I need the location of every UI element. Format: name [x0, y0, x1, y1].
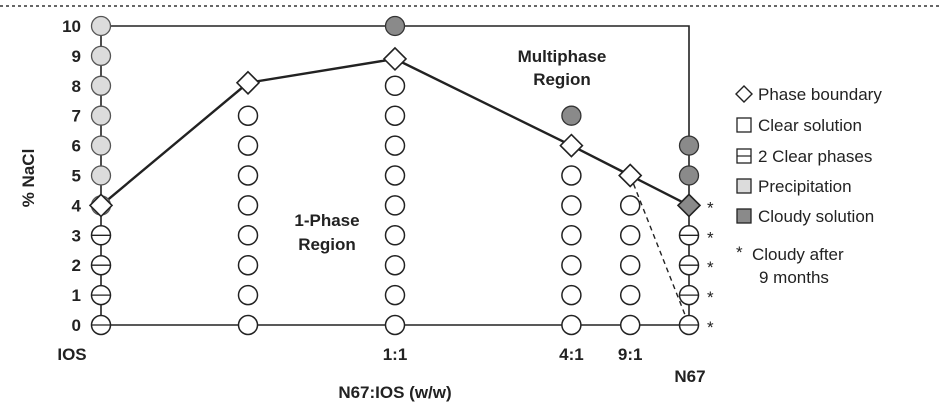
clear-solution-point — [237, 225, 259, 246]
phase-boundary-line — [100, 57, 690, 207]
cloudy-after-9-months-marker: * — [707, 258, 714, 277]
y-tick-label: 3 — [72, 226, 81, 245]
clear-solution-point — [384, 75, 406, 97]
clear-solution-point — [561, 314, 582, 336]
x-axis-label: N67:IOS (w/w) — [338, 383, 451, 402]
x-tick-label: 4:1 — [559, 345, 584, 364]
precipitation-point — [90, 165, 112, 186]
phase-boundary-point — [382, 46, 408, 72]
legend-diamond-icon — [735, 85, 753, 103]
y-tick-label: 1 — [72, 286, 81, 305]
phase-boundary-point — [676, 193, 702, 218]
legend-label: Phase boundary — [758, 85, 882, 104]
legend-label: Precipitation — [758, 177, 852, 196]
legend-label: Clear solution — [758, 116, 862, 135]
legend-label: 9 months — [759, 268, 829, 287]
phase-boundary-point — [618, 163, 643, 188]
series-layer: * * * * * — [88, 15, 714, 337]
x-tick-label: IOS — [57, 345, 86, 364]
y-tick-label: 2 — [72, 256, 81, 275]
clear-solution-point — [561, 225, 582, 246]
cloudy-solution-point — [384, 15, 406, 37]
legend: Phase boundary Clear solution 2 Clear phas… — [735, 85, 882, 287]
legend-square-icon — [736, 208, 752, 224]
x-axis-ticks: IOS 1:1 4:1 9:1 N67 — [57, 325, 706, 386]
precipitation-point — [90, 45, 112, 67]
clear-solution-point — [619, 314, 641, 336]
clear-solution-point — [619, 225, 641, 246]
clear-solution-point — [619, 195, 641, 216]
precipitation-point — [90, 15, 112, 37]
clear-solution-point — [561, 195, 582, 216]
clear-solution-point — [237, 105, 259, 126]
annotation-multiphase-line1: Multiphase — [518, 47, 607, 66]
y-tick-label: 6 — [72, 137, 81, 156]
phase-boundary-point — [88, 193, 114, 218]
clear-solution-point — [561, 284, 582, 306]
annotation-one-phase-line2: Region — [298, 235, 356, 254]
clear-solution-point — [237, 254, 259, 276]
precipitation-point — [90, 105, 112, 126]
dashed-boundary-line — [629, 175, 690, 326]
y-tick-label: 0 — [72, 316, 81, 335]
annotation-multiphase-line2: Region — [533, 70, 591, 89]
y-tick-label: 5 — [72, 167, 81, 186]
legend-asterisk-icon: * — [736, 243, 743, 262]
x-tick-label: N67 — [674, 367, 705, 386]
y-tick-label: 10 — [62, 17, 81, 36]
cloudy-after-9-months-marker: * — [707, 288, 714, 307]
clear-solution-point — [619, 284, 641, 306]
precipitation-point — [90, 135, 112, 156]
clear-solution-point — [384, 135, 406, 156]
y-tick-label: 7 — [72, 107, 81, 126]
legend-label: 2 Clear phases — [758, 147, 872, 166]
phase-boundary-point — [235, 70, 261, 95]
legend-label: Cloudy solution — [758, 207, 874, 226]
cloudy-after-9-months-marker: * — [707, 198, 714, 217]
clear-solution-point — [384, 254, 406, 276]
clear-solution-point — [384, 284, 406, 306]
clear-solution-point — [384, 195, 406, 216]
annotation-one-phase-line1: 1-Phase — [294, 211, 359, 230]
clear-solution-point — [237, 165, 259, 186]
clear-solution-point — [237, 135, 259, 156]
cloudy-after-9-months-marker: * — [707, 318, 714, 337]
clear-solution-point — [561, 165, 582, 186]
y-tick-label: 9 — [72, 47, 81, 66]
clear-solution-point — [237, 195, 259, 216]
clear-solution-point — [237, 314, 259, 336]
clear-solution-point — [561, 254, 582, 276]
clear-solution-point — [384, 165, 406, 186]
clear-solution-point — [384, 105, 406, 126]
y-axis-label: % NaCl — [19, 149, 38, 208]
x-tick-label: 9:1 — [618, 345, 643, 364]
clear-solution-point — [384, 225, 406, 246]
phase-boundary-point — [559, 133, 584, 158]
y-tick-label: 4 — [72, 196, 82, 215]
precipitation-point — [90, 75, 112, 96]
clear-solution-point — [619, 254, 641, 276]
clear-solution-point — [384, 314, 406, 336]
cloudy-solution-point — [561, 105, 582, 126]
cloudy-solution-point — [678, 135, 700, 156]
legend-label: Cloudy after — [752, 245, 844, 264]
clear-solution-point — [237, 284, 259, 306]
cloudy-after-9-months-marker: * — [707, 228, 714, 247]
cloudy-solution-point — [678, 165, 700, 186]
legend-square-icon — [736, 117, 752, 133]
legend-square-icon — [736, 178, 752, 194]
y-tick-label: 8 — [72, 77, 81, 96]
x-tick-label: 1:1 — [383, 345, 408, 364]
